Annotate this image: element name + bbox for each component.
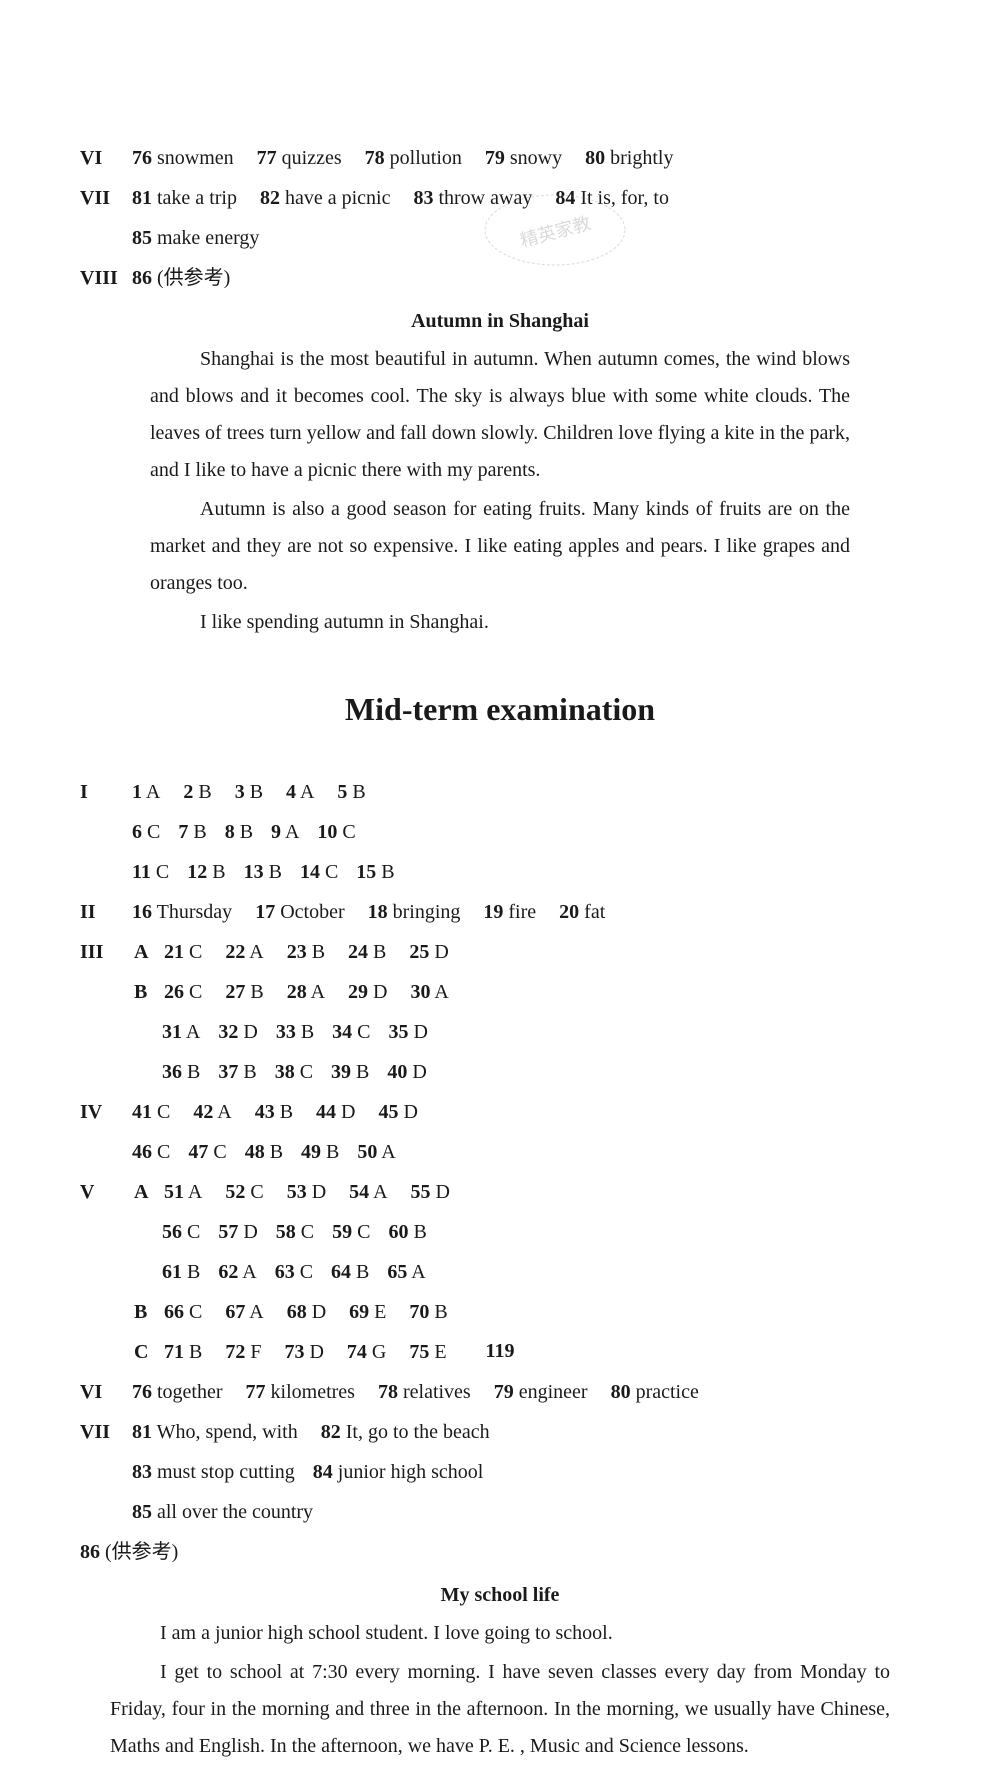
sub-label: B — [134, 1294, 164, 1330]
answer-row: B 26 C 27 B 28 A 29 D 30 A — [80, 974, 920, 1010]
section-vii-mid: VII 81 Who, spend, with 82 It, go to the… — [80, 1414, 920, 1450]
answer-list: 21 C 22 A 23 B 24 B 25 D — [164, 934, 920, 970]
page-number: 119 — [0, 1340, 1000, 1363]
essay-paragraph: Autumn is also a good season for eating … — [150, 491, 850, 602]
section-label: VI — [80, 140, 132, 176]
item-86: 86 (供参考) — [80, 1534, 920, 1570]
answer-row: B 66 C 67 A 68 D 69 E 70 B — [80, 1294, 920, 1330]
section-label: II — [80, 894, 132, 930]
answer-note: 86 (供参考) — [132, 260, 920, 296]
answer-row: 85 all over the country — [132, 1494, 920, 1530]
section-label: VIII — [80, 260, 132, 296]
answer-row: 61 B 62 A 63 C 64 B 65 A — [162, 1254, 920, 1290]
answer-list: 66 C 67 A 68 D 69 E 70 B — [164, 1294, 920, 1330]
answer-row: 31 A 32 D 33 B 34 C 35 D — [162, 1014, 920, 1050]
answer-list: 26 C 27 B 28 A 29 D 30 A — [164, 974, 920, 1010]
essay-title-school: My school life — [80, 1584, 920, 1607]
answer-row: 85 make energy — [132, 220, 920, 256]
sub-label: A — [134, 934, 164, 970]
answer-row: 6 C 7 B 8 B 9 A 10 C — [132, 814, 920, 850]
essay-title-autumn: Autumn in Shanghai — [80, 310, 920, 333]
section-v: V A 51 A 52 C 53 D 54 A 55 D — [80, 1174, 920, 1210]
section-vi-top: VI 76 snowmen 77 quizzes 78 pollution 79… — [80, 140, 920, 176]
midterm-heading: Mid-term examination — [80, 691, 920, 728]
answer-list: 81 Who, spend, with 82 It, go to the bea… — [132, 1414, 920, 1450]
answer-row: 11 C 12 B 13 B 14 C 15 B — [132, 854, 920, 890]
section-iv: IV 41 C 42 A 43 B 44 D 45 D — [80, 1094, 920, 1130]
section-label: I — [80, 774, 132, 810]
section-i: I 1 A 2 B 3 B 4 A 5 B — [80, 774, 920, 810]
answer-row: 56 C 57 D 58 C 59 C 60 B — [162, 1214, 920, 1250]
section-label: III — [80, 934, 132, 970]
section-label: VI — [80, 1374, 132, 1410]
section-iii: III A 21 C 22 A 23 B 24 B 25 D — [80, 934, 920, 970]
section-ii: II 16 Thursday 17 October 18 bringing 19… — [80, 894, 920, 930]
section-label: V — [80, 1174, 132, 1210]
section-vi-mid: VI 76 together 77 kilometres 78 relative… — [80, 1374, 920, 1410]
answer-row: 83 must stop cutting 84 junior high scho… — [132, 1454, 920, 1490]
section-label: IV — [80, 1094, 132, 1130]
essay-paragraph: I get to school at 7:30 every morning. I… — [110, 1654, 890, 1765]
essay-paragraph: I like spending autumn in Shanghai. — [150, 604, 850, 641]
answer-row: 46 C 47 C 48 B 49 B 50 A — [132, 1134, 920, 1170]
section-label: VII — [80, 180, 132, 216]
answer-list: 76 snowmen 77 quizzes 78 pollution 79 sn… — [132, 140, 920, 176]
answer-list: 1 A 2 B 3 B 4 A 5 B — [132, 774, 920, 810]
answer-list: 76 together 77 kilometres 78 relatives 7… — [132, 1374, 920, 1410]
answer-list: 51 A 52 C 53 D 54 A 55 D — [164, 1174, 920, 1210]
answer-list: 16 Thursday 17 October 18 bringing 19 fi… — [132, 894, 920, 930]
section-vii-top: VII 81 take a trip 82 have a picnic 83 t… — [80, 180, 920, 216]
section-viii-top: VIII 86 (供参考) — [80, 260, 920, 296]
sub-label: B — [134, 974, 164, 1010]
sub-label: A — [134, 1174, 164, 1210]
essay-paragraph: Shanghai is the most beautiful in autumn… — [150, 341, 850, 489]
essay-paragraph: I am a junior high school student. I lov… — [110, 1615, 890, 1652]
answer-list: 81 take a trip 82 have a picnic 83 throw… — [132, 180, 920, 216]
answer-list: 41 C 42 A 43 B 44 D 45 D — [132, 1094, 920, 1130]
section-label: VII — [80, 1414, 132, 1450]
answer-row: 36 B 37 B 38 C 39 B 40 D — [162, 1054, 920, 1090]
